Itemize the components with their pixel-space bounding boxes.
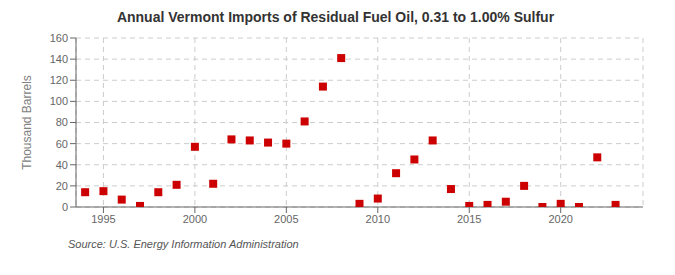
svg-text:20: 20 <box>56 180 68 192</box>
html-text:Annual Vermont Imports of Resi: Annual Vermont Imports of Residual Fuel … <box>116 9 555 25</box>
svg-text:160: 160 <box>50 32 68 44</box>
svg-text:2005: 2005 <box>274 213 298 225</box>
svg-text:2020: 2020 <box>548 213 572 225</box>
svg-text:2015: 2015 <box>457 213 481 225</box>
svg-text:60: 60 <box>56 138 68 150</box>
svg-text:100: 100 <box>50 95 68 107</box>
svg-text:2010: 2010 <box>366 213 390 225</box>
svg-text:2000: 2000 <box>183 213 207 225</box>
svg-text:40: 40 <box>56 159 68 171</box>
html-text:Source: U.S. Energy Informatio: Source: U.S. Energy Information Administ… <box>68 238 299 250</box>
svg-text:140: 140 <box>50 53 68 65</box>
svg-text:0: 0 <box>62 201 68 213</box>
svg-text:120: 120 <box>50 74 68 86</box>
svg-text:Thousand Barrels: Thousand Barrels <box>20 75 34 170</box>
svg-text:1995: 1995 <box>91 213 115 225</box>
svg-text:80: 80 <box>56 116 68 128</box>
